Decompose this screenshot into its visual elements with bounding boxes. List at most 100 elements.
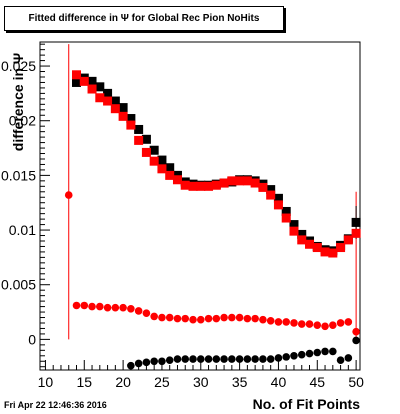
data-point-square [312, 243, 322, 253]
data-point-square [110, 96, 120, 106]
data-point-square [126, 120, 136, 130]
data-point-circle [220, 355, 228, 363]
data-point-square [281, 206, 291, 216]
data-point-circle [290, 351, 298, 360]
data-point-circle [235, 355, 244, 363]
data-point-square [235, 176, 245, 186]
data-point-square [118, 103, 128, 113]
x-tick-label: 50 [348, 374, 364, 390]
data-point-circle [336, 319, 345, 327]
data-point-square [72, 77, 82, 87]
data-point-circle [142, 358, 151, 367]
data-point-circle [111, 303, 120, 312]
data-point-square [351, 217, 361, 227]
data-point-square [165, 170, 175, 180]
data-point-circle [142, 309, 151, 317]
data-point-circle [266, 317, 275, 325]
data-point-square [289, 220, 299, 230]
data-point-square [134, 124, 144, 134]
data-point-circle [274, 318, 283, 326]
data-point-circle [173, 355, 182, 363]
data-point-circle [321, 322, 329, 331]
data-point-square [336, 243, 346, 253]
x-tick-label: 30 [193, 374, 209, 390]
x-tick-label: 25 [154, 374, 170, 390]
data-point-circle [189, 315, 197, 324]
x-tick-label: 40 [271, 374, 287, 390]
data-point-circle [329, 321, 337, 329]
data-point-circle [305, 349, 314, 358]
data-point-circle [344, 318, 353, 326]
data-point-square [273, 200, 283, 210]
data-point-square [126, 114, 136, 124]
x-axis-label: No. of Fit Points [252, 396, 360, 412]
x-tick-label: 45 [309, 374, 325, 390]
data-point-circle [127, 304, 135, 313]
data-point-square [289, 226, 299, 236]
data-point-circle [158, 313, 166, 322]
data-point-circle [212, 314, 221, 323]
y-tick-label: 0.005 [1, 277, 36, 293]
data-point-circle [243, 314, 252, 323]
data-point-square [297, 229, 307, 239]
data-point-square [351, 228, 361, 238]
data-point-circle [158, 357, 166, 366]
y-tick-label: 0 [28, 331, 36, 347]
data-point-circle [173, 314, 182, 323]
data-point-circle [134, 307, 143, 315]
data-point-circle [352, 327, 360, 336]
data-point-square [165, 163, 175, 173]
data-point-square [227, 176, 237, 186]
data-point-square [79, 76, 89, 86]
data-point-square [157, 164, 167, 174]
data-point-circle [150, 312, 158, 321]
data-point-circle [204, 355, 213, 363]
y-tick-label: 0.01 [9, 222, 36, 238]
data-point-square [242, 176, 252, 186]
y-tick-label: 0.015 [1, 167, 36, 183]
data-point-circle [134, 359, 143, 368]
data-point-square [134, 135, 144, 145]
data-point-circle [251, 355, 259, 363]
data-point-circle [259, 355, 267, 363]
data-point-circle [274, 354, 283, 362]
data-point-circle [181, 355, 190, 363]
data-point-circle [282, 318, 291, 326]
plot-title: Fitted difference in Ψ for Global Rec Pi… [4, 6, 284, 31]
x-tick-label: 20 [115, 374, 131, 390]
data-point-square [196, 181, 206, 191]
data-point-circle [228, 313, 236, 322]
data-point-circle [127, 361, 135, 370]
y-tick-label: 0.025 [1, 58, 36, 74]
data-point-square [172, 175, 182, 185]
data-point-circle [305, 320, 314, 328]
data-point-square [320, 247, 330, 257]
data-point-square [273, 193, 283, 203]
data-point-circle [251, 314, 259, 323]
date-stamp: Fri Apr 22 12:46:36 2016 [4, 400, 107, 410]
data-point-square [188, 181, 198, 191]
data-point-circle [150, 357, 158, 366]
data-point-square [103, 88, 113, 98]
data-point-circle [297, 320, 306, 328]
data-point-square [266, 190, 276, 200]
data-point-square [95, 82, 105, 92]
data-point-circle [282, 353, 291, 361]
data-point-circle [181, 314, 190, 323]
x-tick-label: 10 [38, 374, 54, 390]
data-point-square [305, 239, 315, 249]
data-point-circle [235, 313, 244, 322]
data-point-square [258, 182, 268, 192]
data-point-square [103, 96, 113, 106]
data-point-circle [321, 347, 329, 356]
data-point-circle [313, 348, 322, 357]
data-point-square [204, 181, 214, 191]
data-point-circle [189, 355, 197, 363]
data-point-square [343, 235, 353, 245]
data-point-circle [329, 347, 337, 356]
data-point-square [118, 111, 128, 121]
data-point-circle [64, 191, 73, 199]
data-point-circle [290, 319, 298, 327]
y-tick-label: 0.02 [9, 113, 36, 129]
data-point-circle [228, 355, 236, 363]
